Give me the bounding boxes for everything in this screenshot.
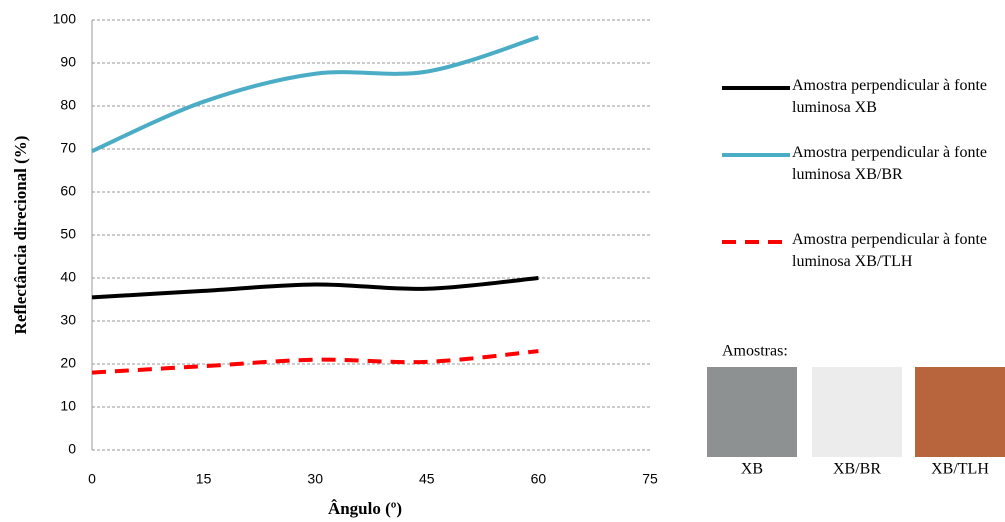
y-tick-label: 60	[60, 183, 76, 199]
x-tick-label: 0	[88, 471, 96, 487]
sample-swatch	[812, 367, 902, 457]
sample-label: XB	[741, 461, 763, 478]
legend-label: Amostra perpendicular à fonte luminosa X…	[792, 231, 988, 270]
legend-label: Amostra perpendicular à fonte luminosa X…	[792, 77, 988, 116]
sample-swatch	[915, 367, 1005, 457]
y-tick-label: 100	[53, 11, 77, 27]
x-axis-title: Ângulo (º)	[328, 499, 402, 518]
sample-label: XB/BR	[833, 461, 881, 478]
y-tick-label: 90	[60, 54, 76, 70]
series-line	[91, 35, 539, 153]
y-axis-title: Reflectância direcional (%)	[11, 136, 30, 335]
series-line	[91, 349, 539, 375]
samples-title: Amostras:	[722, 343, 788, 360]
y-tick-label: 0	[68, 441, 76, 457]
x-tick-label: 60	[531, 471, 547, 487]
y-tick-label: 50	[60, 226, 76, 242]
sample-label: XB/TLH	[931, 461, 989, 478]
y-tick-label: 10	[60, 398, 76, 414]
x-tick-label: 15	[196, 471, 212, 487]
sample-swatch	[707, 367, 797, 457]
series-line	[91, 276, 539, 300]
y-tick-label: 30	[60, 312, 76, 328]
x-tick-label: 45	[419, 471, 435, 487]
y-tick-label: 40	[60, 269, 76, 285]
y-tick-label: 20	[60, 355, 76, 371]
y-tick-label: 70	[60, 140, 76, 156]
y-tick-label: 80	[60, 97, 76, 113]
x-tick-label: 30	[307, 471, 323, 487]
x-tick-label: 75	[642, 471, 658, 487]
legend-label: Amostra perpendicular à fonte luminosa X…	[792, 144, 988, 183]
